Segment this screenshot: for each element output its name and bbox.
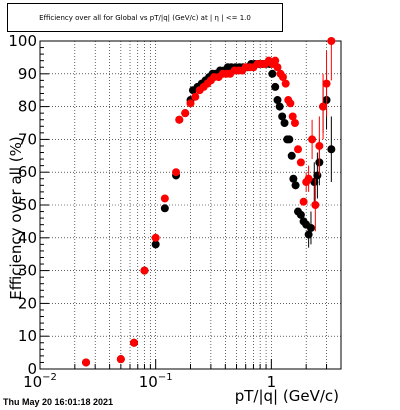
y-tick-label: 70 [18,130,37,148]
data-point [271,82,280,91]
data-point [311,201,320,209]
data-point [130,338,139,347]
y-tick-label: 20 [18,294,37,312]
data-point [299,197,308,206]
data-point [327,145,336,154]
data-point [280,119,289,127]
data-point [327,37,336,45]
y-tick-label: 30 [18,262,37,280]
data-point [304,174,313,183]
data-point [313,171,322,180]
chart-title: Efficiency over all for Global vs pT/|q|… [7,3,283,32]
data-point [315,141,324,150]
data-point [181,109,190,118]
data-point [294,145,303,154]
data-point [308,135,317,144]
data-point [296,210,305,219]
data-point [322,79,331,88]
data-point [287,151,296,160]
data-point [82,358,91,367]
x-axis-title: pT/|q| (GeV/c) [235,387,339,405]
data-point [175,115,184,124]
data-point [306,223,315,232]
data-point [288,112,297,121]
data-point [285,135,294,144]
y-axis-title: Efficiency over all (%) [7,136,25,300]
series-0 [82,59,336,367]
y-tick-label: 50 [18,196,37,214]
data-point [291,181,300,190]
data-point [151,240,160,249]
data-point [151,233,160,242]
data-point [273,63,282,72]
data-point [186,99,195,108]
data-point [116,355,125,364]
x-tick-label: 10−1 [139,372,173,391]
timestamp: Thu May 20 16:01:18 2021 [3,397,114,407]
data-point [271,56,280,65]
series-1 [82,37,336,367]
x-tick-label: 1 [267,373,277,391]
data-point [172,168,181,177]
data-point [289,174,298,183]
data-point [278,73,287,82]
grid [40,41,341,369]
data-series [82,37,336,367]
y-tick-label: 40 [18,229,37,247]
y-tick-label: 100 [8,32,37,50]
data-point [275,102,284,111]
y-tick-label: 90 [18,65,37,83]
data-point [160,204,169,213]
data-point [319,102,328,111]
data-point [286,99,295,108]
y-tick-label: 80 [18,98,37,116]
x-tick-label: 10−2 [23,372,57,391]
data-point [140,266,149,275]
y-tick-label: 10 [18,327,37,345]
data-point [281,79,290,88]
data-point [290,119,299,127]
y-tick-label: 0 [27,360,37,378]
data-point [296,158,305,167]
data-point [278,112,287,121]
y-tick-label: 60 [18,163,37,181]
data-point [268,69,277,78]
data-point [191,92,200,101]
data-point [160,194,169,203]
data-point [273,96,282,105]
axes: 0 10 20 30 40 50 60 70 80 90 100 10−2 10−1 1 [8,32,342,391]
